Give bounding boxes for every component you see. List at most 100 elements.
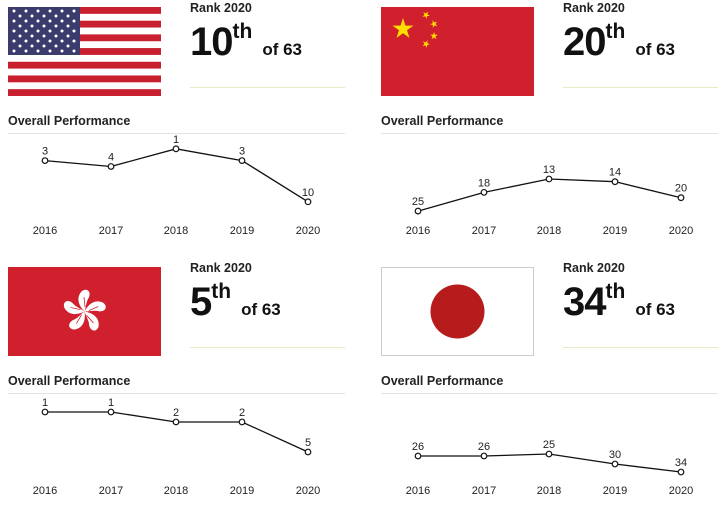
data-label: 30: [609, 449, 621, 461]
data-point: [107, 408, 115, 416]
data-point: [414, 207, 422, 215]
x-tick-label: 2016: [33, 485, 57, 497]
data-point: [545, 450, 553, 458]
series-line: [417, 178, 682, 212]
x-tick-label: 2019: [603, 485, 627, 497]
rank-value: 10th of 63: [190, 20, 302, 65]
data-label: 5: [305, 437, 311, 449]
data-label: 2: [173, 407, 179, 419]
series-line: [44, 148, 309, 203]
divider: [381, 133, 718, 134]
data-point: [238, 157, 246, 164]
data-point: [414, 452, 422, 460]
japan-flag: [381, 267, 534, 356]
section-title: Overall Performance: [8, 374, 131, 388]
rank-label: Rank 2020: [563, 1, 625, 15]
x-tick-label: 2019: [230, 225, 254, 237]
country-panel: Rank 2020 34thof 63 Overall Performance …: [373, 260, 720, 510]
data-label: 26: [478, 441, 490, 453]
china-flag: [381, 7, 534, 96]
rank-value: 20th of 63: [563, 20, 675, 65]
x-tick-label: 2016: [406, 485, 430, 497]
data-point: [480, 188, 488, 196]
data-label: 3: [42, 146, 48, 158]
rank-value: 34th of 63: [563, 280, 675, 325]
x-tick-label: 2018: [537, 225, 561, 237]
country-panel: Rank 2020 20thof 63 Overall Performance …: [373, 0, 720, 250]
data-point: [304, 198, 312, 206]
rank-total: of 63: [635, 300, 676, 319]
divider: [8, 393, 345, 394]
divider: [190, 87, 345, 88]
data-point: [41, 408, 49, 416]
data-label: 20: [675, 183, 687, 195]
data-label: 13: [543, 164, 555, 176]
x-tick-label: 2018: [164, 225, 188, 237]
divider: [8, 133, 345, 134]
rank-number: 10: [190, 20, 233, 64]
rank-label: Rank 2020: [563, 261, 625, 275]
data-label: 25: [543, 439, 555, 451]
divider: [563, 347, 718, 348]
data-point: [172, 145, 180, 153]
rank-number: 34: [563, 280, 606, 324]
rank-suffix: th: [211, 280, 232, 303]
data-point: [41, 157, 49, 164]
x-tick-label: 2016: [406, 225, 430, 237]
line-chart: 3 2016 4 2017 1 2018 3 2019 10 2020: [33, 134, 320, 237]
data-point: [304, 448, 312, 456]
usa-flag: [8, 7, 161, 97]
rank-total: of 63: [635, 40, 676, 59]
rank-total: of 63: [262, 40, 303, 59]
data-point: [677, 194, 685, 202]
data-point: [480, 452, 488, 460]
data-point: [611, 460, 619, 468]
rank-label: Rank 2020: [190, 261, 252, 275]
section-title: Overall Performance: [381, 374, 504, 388]
country-panel: Rank 2020 5thof 63 Overall Performance 1…: [0, 260, 350, 510]
country-panel: Rank 2020 10thof 63 Overall Performance …: [0, 0, 350, 250]
divider: [381, 393, 718, 394]
data-label: 1: [42, 397, 48, 409]
x-tick-label: 2016: [33, 225, 57, 237]
data-point: [107, 163, 115, 170]
x-tick-label: 2018: [164, 485, 188, 497]
rank-label: Rank 2020: [190, 1, 252, 15]
data-label: 14: [609, 167, 621, 179]
rank-suffix: th: [605, 20, 626, 43]
rank-number: 20: [563, 20, 606, 64]
data-label: 34: [675, 457, 687, 469]
x-tick-label: 2020: [669, 485, 693, 497]
section-title: Overall Performance: [381, 114, 504, 128]
data-label: 4: [108, 151, 114, 163]
data-point: [172, 418, 180, 426]
rank-suffix: th: [605, 280, 626, 303]
hong-kong-flag: [8, 267, 161, 356]
x-tick-label: 2020: [296, 485, 320, 497]
line-chart: 1 2016 1 2017 2 2018 2 2019 5 2020: [33, 397, 320, 497]
data-label: 18: [478, 177, 490, 189]
x-tick-label: 2017: [472, 485, 496, 497]
x-tick-label: 2018: [537, 485, 561, 497]
divider: [563, 87, 718, 88]
rank-number: 5: [190, 280, 212, 324]
rank-value: 5th of 63: [190, 280, 281, 325]
x-tick-label: 2020: [669, 225, 693, 237]
line-chart: 26 2016 26 2017 25 2018 30 2019 34 2020: [406, 439, 693, 497]
data-label: 10: [302, 187, 314, 199]
x-tick-label: 2017: [99, 485, 123, 497]
x-tick-label: 2020: [296, 225, 320, 237]
data-point: [238, 418, 246, 426]
data-label: 26: [412, 441, 424, 453]
data-label: 1: [108, 397, 114, 409]
x-tick-label: 2017: [99, 225, 123, 237]
data-label: 1: [173, 134, 179, 146]
data-point: [677, 468, 685, 476]
data-label: 25: [412, 196, 424, 208]
rank-total: of 63: [241, 300, 281, 319]
section-title: Overall Performance: [8, 114, 131, 128]
data-point: [611, 178, 619, 186]
x-tick-label: 2017: [472, 225, 496, 237]
divider: [190, 347, 345, 348]
